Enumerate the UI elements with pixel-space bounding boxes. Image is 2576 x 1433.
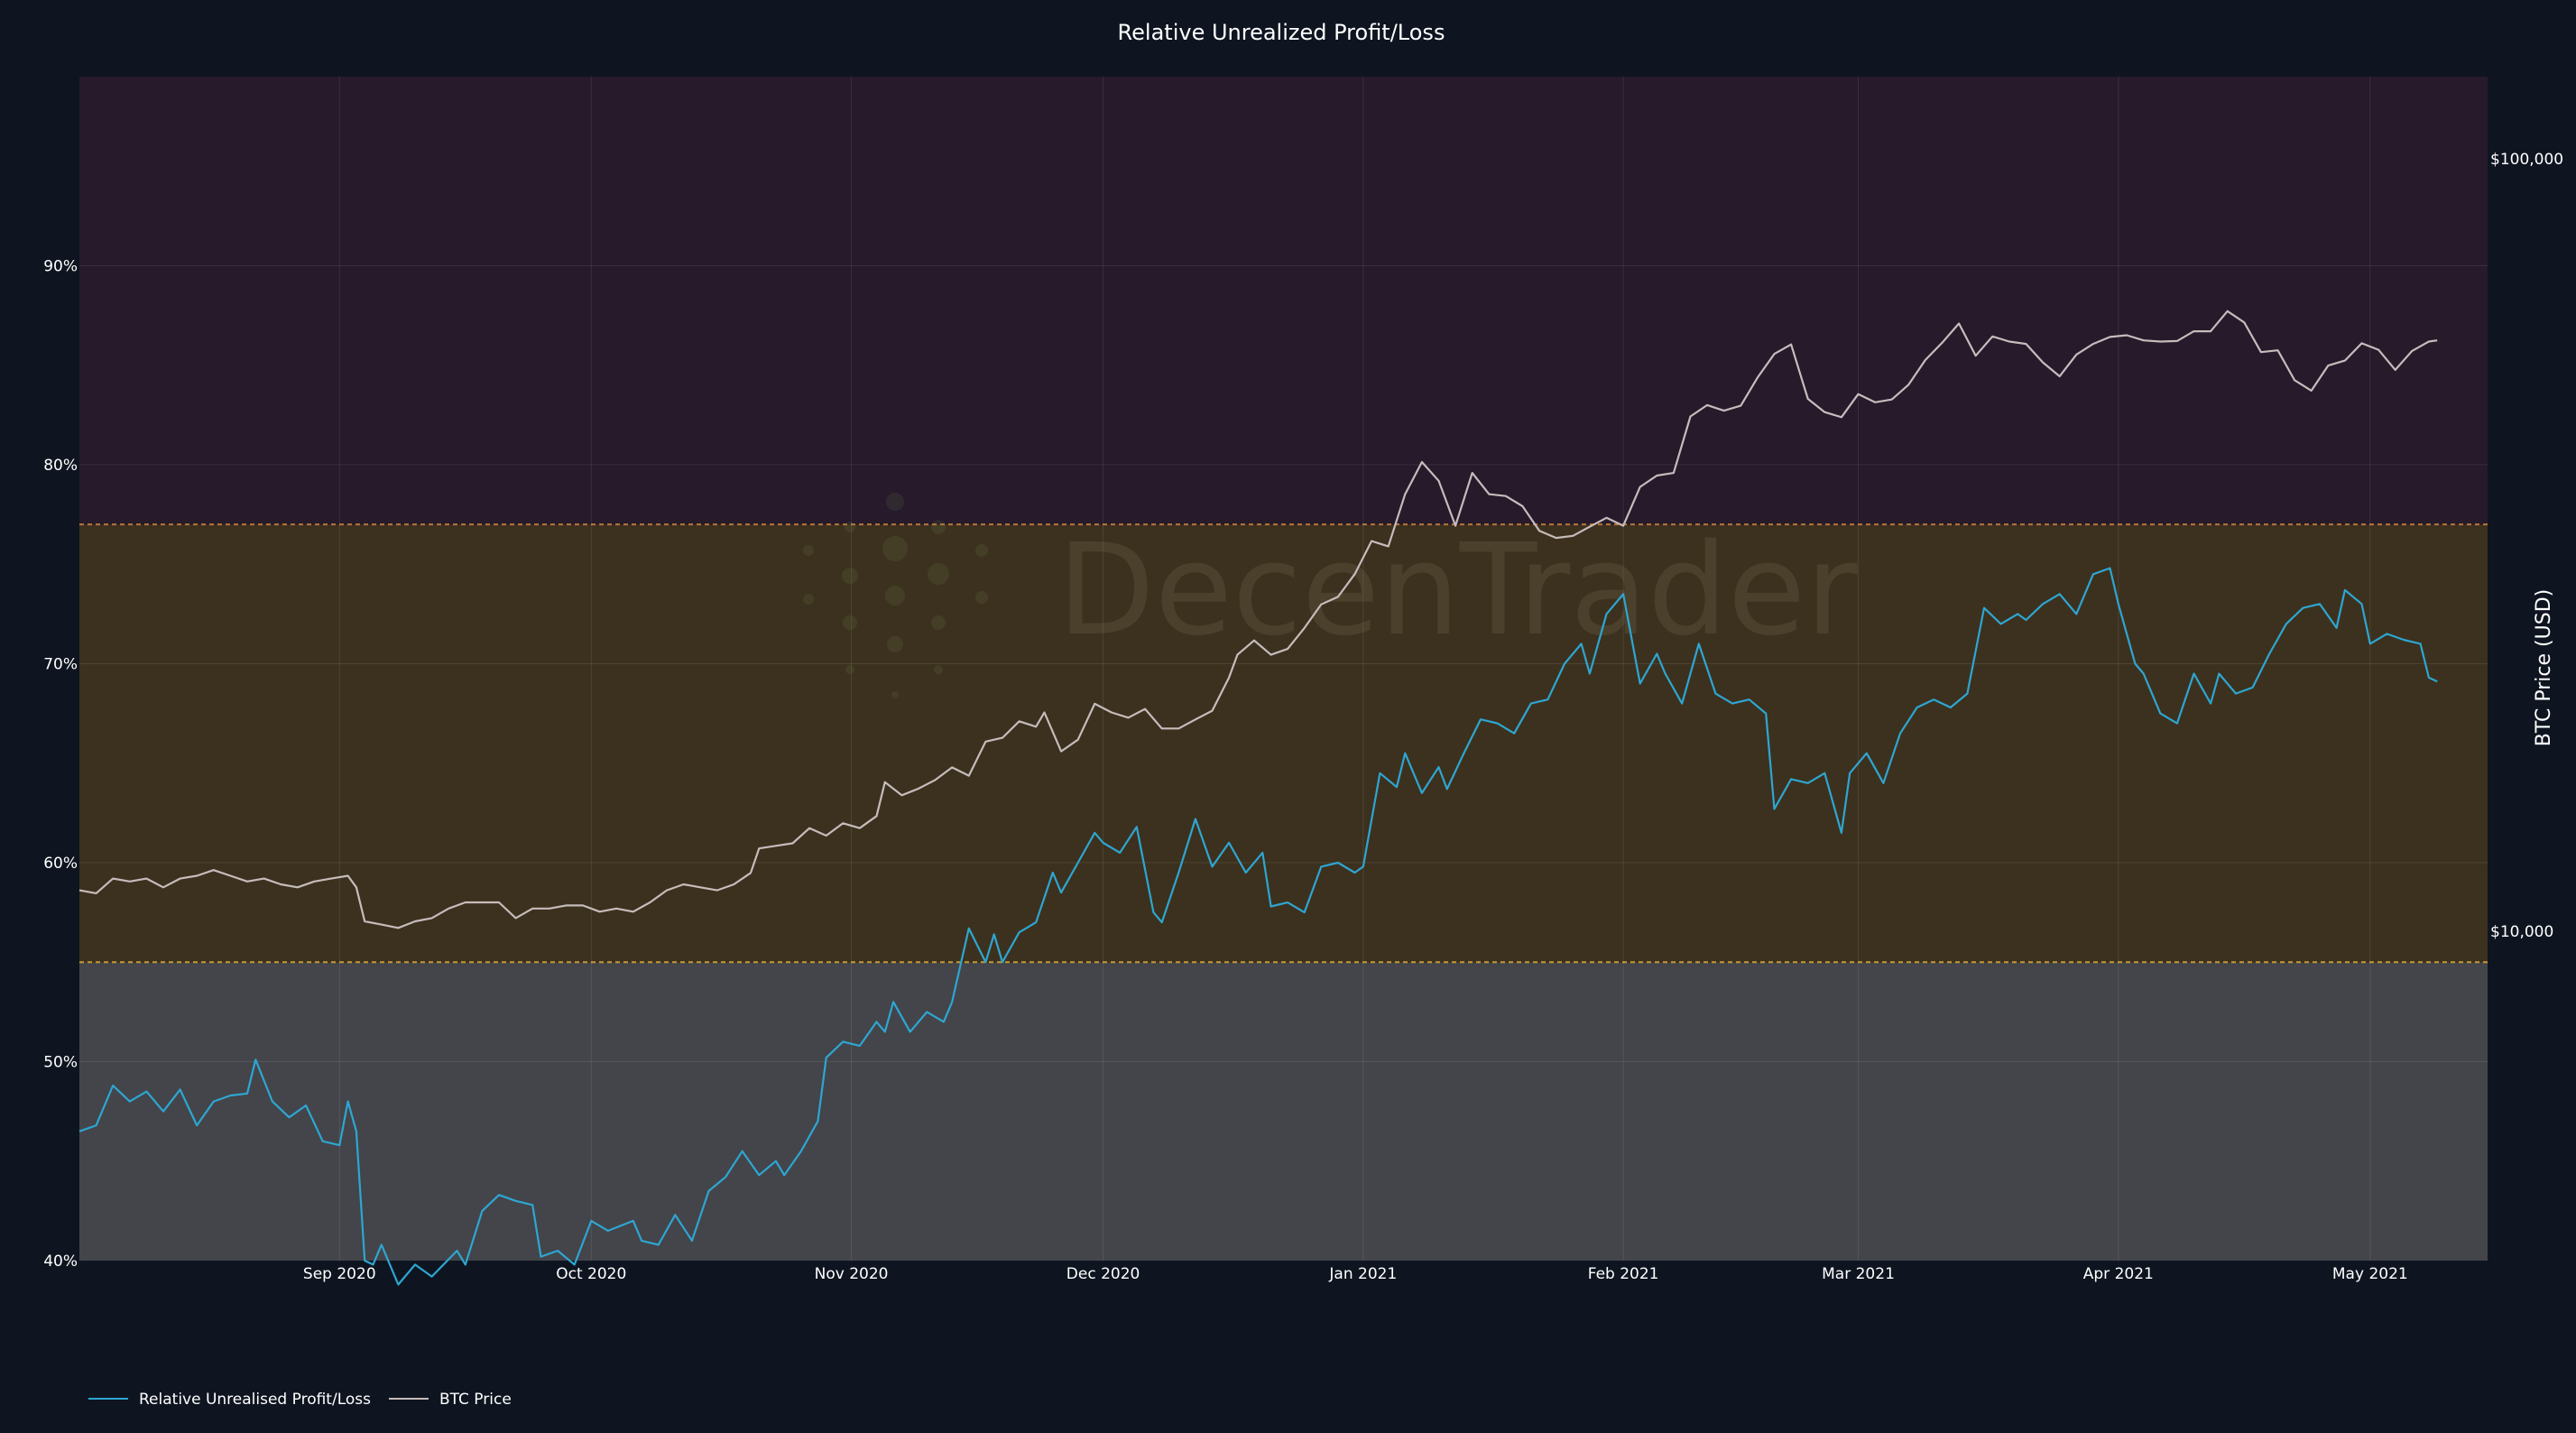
x-tick-label: Mar 2021: [1822, 1265, 1895, 1283]
y-tick-label: 70%: [43, 655, 78, 673]
y-tick-label: 40%: [43, 1253, 78, 1271]
rupl-line: [78, 567, 2438, 1286]
zone-band-2: [79, 77, 2488, 525]
y2-tick-label: $10,000: [2490, 923, 2553, 941]
grid-lines: [79, 77, 2488, 1261]
y-tick-label: 50%: [43, 1053, 78, 1071]
y-axis-right: $10,000 $100,000: [2490, 151, 2563, 941]
watermark-dot: [843, 615, 857, 630]
x-tick-label: Jan 2021: [1328, 1265, 1397, 1283]
watermark-dot: [882, 536, 908, 561]
x-tick-label: Apr 2021: [2083, 1265, 2154, 1283]
x-axis: Sep 2020 Oct 2020 Nov 2020 Dec 2020 Jan 2021…: [303, 1265, 2408, 1283]
y2-axis-title: BTC Price (USD): [2533, 589, 2555, 746]
zone-band-1: [79, 524, 2488, 963]
watermark-dot: [975, 544, 988, 557]
legend[interactable]: Relative Unrealised Profit/Loss BTC Price: [88, 1391, 512, 1409]
watermark-dot: [891, 691, 899, 698]
watermark-text: DecenTrader: [1057, 517, 1858, 664]
y2-tick-label: $100,000: [2490, 151, 2563, 169]
watermark-dot: [842, 568, 858, 584]
legend-label: BTC Price: [439, 1391, 512, 1409]
x-tick-label: May 2021: [2332, 1265, 2408, 1283]
btc-price-line: [78, 310, 2438, 929]
watermark-logo: DecenTrader: [803, 493, 1858, 698]
chart-title: Relative Unrealized Profit/Loss: [1118, 20, 1445, 45]
watermark-dot: [845, 522, 855, 532]
watermark-dot: [931, 615, 946, 630]
watermark-dot: [975, 591, 988, 604]
watermark-dot: [887, 636, 903, 652]
legend-label: Relative Unrealised Profit/Loss: [139, 1391, 371, 1409]
watermark-dot: [845, 665, 854, 674]
watermark-dot: [886, 493, 904, 511]
watermark-dots-icon: [803, 493, 988, 698]
watermark-dot: [928, 563, 949, 585]
legend-item-0[interactable]: Relative Unrealised Profit/Loss: [88, 1391, 371, 1409]
x-tick-label: Sep 2020: [303, 1265, 376, 1283]
legend-item-1[interactable]: BTC Price: [388, 1391, 512, 1409]
watermark-dot: [885, 586, 905, 606]
zone-bands: [79, 77, 2488, 1261]
y-tick-label: 90%: [43, 257, 78, 275]
series-lines: [78, 310, 2438, 1286]
x-tick-label: Dec 2020: [1066, 1265, 1140, 1283]
watermark-dot: [934, 665, 943, 674]
y-tick-label: 60%: [43, 855, 78, 873]
x-tick-label: Feb 2021: [1588, 1265, 1659, 1283]
watermark-dot: [803, 545, 814, 556]
watermark-dot: [931, 520, 946, 534]
watermark-dot: [803, 594, 814, 605]
zone-band-0: [79, 962, 2488, 1261]
x-tick-label: Nov 2020: [815, 1265, 889, 1283]
x-tick-label: Oct 2020: [556, 1265, 626, 1283]
y-tick-label: 80%: [43, 457, 78, 475]
y-axis-left: 40% 50% 60% 70% 80% 90%: [43, 257, 78, 1271]
